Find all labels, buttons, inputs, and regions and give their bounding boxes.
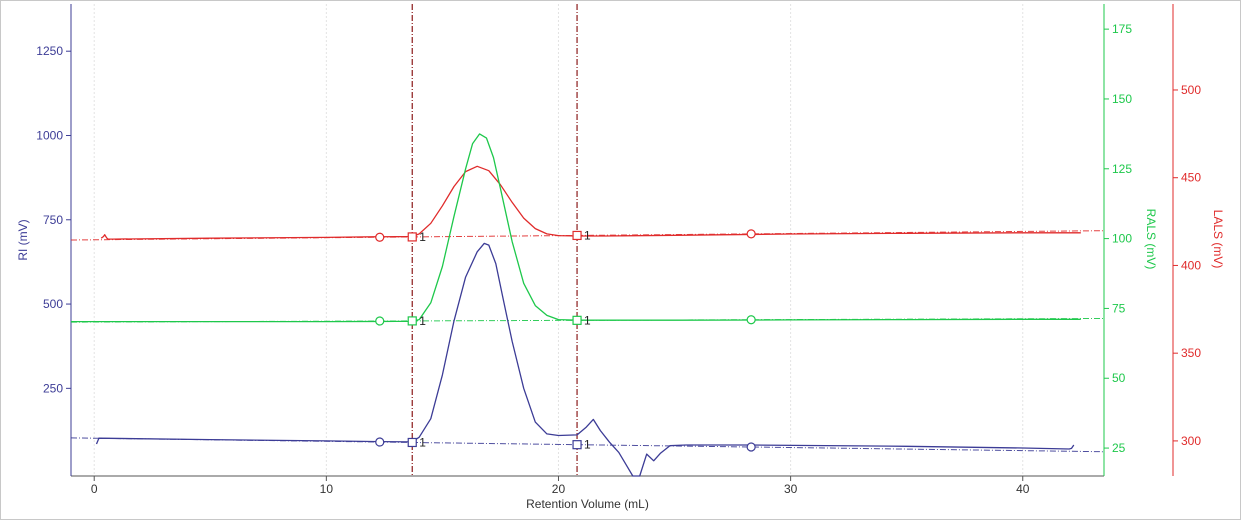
ri-peak-limit-marker xyxy=(572,440,582,450)
ri-tick-label: 1250 xyxy=(36,44,63,58)
ri-peak-label: 1 xyxy=(584,438,591,452)
x-axis-title: Retention Volume (mL) xyxy=(526,497,649,511)
lals-tick-label: 450 xyxy=(1181,171,1201,185)
ri-tick-label: 750 xyxy=(43,213,63,227)
rals-tick-label: 25 xyxy=(1112,441,1126,455)
lals-peak-label: 1 xyxy=(584,228,591,242)
lals-tick-label: 300 xyxy=(1181,434,1201,448)
rals-tick-label: 50 xyxy=(1112,371,1126,385)
rals-baseline-marker xyxy=(375,316,385,326)
x-tick-label: 0 xyxy=(91,482,98,496)
rals-peak-limit-marker xyxy=(572,315,582,325)
rals-peak-label: 1 xyxy=(584,313,591,327)
ri-tick-label: 500 xyxy=(43,297,63,311)
rals-baseline-marker xyxy=(746,315,756,325)
axes-layer: 0 10 20 30 402505007501000125025507510012515… xyxy=(36,4,1201,496)
lals-tick-label: 350 xyxy=(1181,346,1201,360)
rals-axis-title: RALS (mV) xyxy=(1144,209,1158,270)
series-layer xyxy=(70,133,1105,477)
ri-peak-label: 1 xyxy=(419,435,426,449)
lals-peak-limit-marker xyxy=(572,230,582,241)
rals-tick-label: 150 xyxy=(1112,92,1132,106)
markers-layer: 1 1 1 1 1 1 xyxy=(375,228,756,452)
lals-tick-label: 500 xyxy=(1181,83,1201,97)
rals-tick-label: 125 xyxy=(1112,162,1132,176)
ri-baseline-marker xyxy=(746,442,756,452)
ri-peak-limit-marker xyxy=(407,437,417,448)
lals-tick-label: 400 xyxy=(1181,258,1201,272)
ri-trace xyxy=(95,242,1075,477)
lals-baseline-marker xyxy=(746,229,756,239)
rals-trace xyxy=(71,133,1081,323)
ri-baseline xyxy=(70,437,1105,453)
lals-baseline xyxy=(70,230,1105,241)
grid-layer xyxy=(93,4,1024,476)
x-tick-label: 30 xyxy=(784,482,798,496)
x-tick-label: 40 xyxy=(1016,482,1030,496)
lals-peak-limit-marker xyxy=(407,232,417,242)
rals-tick-label: 75 xyxy=(1112,301,1126,315)
lals-peak-label: 1 xyxy=(419,230,426,244)
rals-peak-limit-marker xyxy=(407,316,417,326)
ri-baseline-marker xyxy=(375,437,385,447)
rals-peak-label: 1 xyxy=(419,314,426,328)
ri-axis-title: RI (mV) xyxy=(16,219,30,260)
lals-trace xyxy=(100,165,1081,240)
x-tick-label: 20 xyxy=(552,482,566,496)
peak-limits-layer xyxy=(411,4,578,476)
rals-tick-label: 175 xyxy=(1112,22,1132,36)
x-tick-label: 10 xyxy=(320,482,334,496)
lals-baseline-marker xyxy=(375,232,385,242)
lals-axis-title: LALS (mV) xyxy=(1211,210,1225,269)
rals-tick-label: 100 xyxy=(1112,232,1132,246)
ri-tick-label: 250 xyxy=(43,381,63,395)
ri-tick-label: 1000 xyxy=(36,128,63,142)
